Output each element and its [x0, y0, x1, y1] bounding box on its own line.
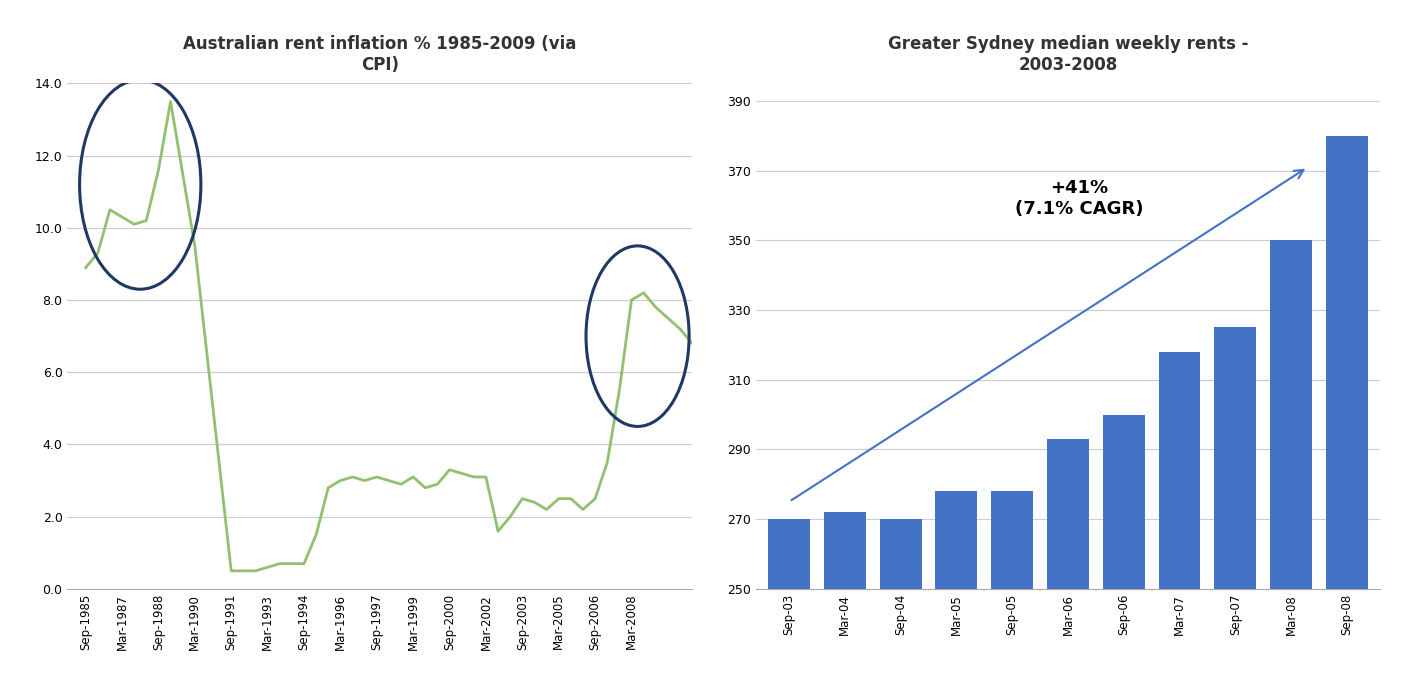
Bar	[768, 519, 809, 685]
Title: Australian rent inflation % 1985-2009 (via
CPI): Australian rent inflation % 1985-2009 (v…	[183, 35, 576, 73]
Text: +41%
(7.1% CAGR): +41% (7.1% CAGR)	[1015, 179, 1143, 218]
Bar	[992, 491, 1033, 685]
Bar	[1047, 439, 1090, 685]
Bar	[824, 512, 866, 685]
Title: Greater Sydney median weekly rents -
2003-2008: Greater Sydney median weekly rents - 200…	[887, 35, 1248, 73]
Bar	[1214, 327, 1257, 685]
Bar	[935, 491, 978, 685]
Bar	[1271, 240, 1312, 685]
Bar	[1159, 352, 1200, 685]
Bar	[880, 519, 921, 685]
Bar	[1326, 136, 1368, 685]
Bar	[1102, 414, 1145, 685]
